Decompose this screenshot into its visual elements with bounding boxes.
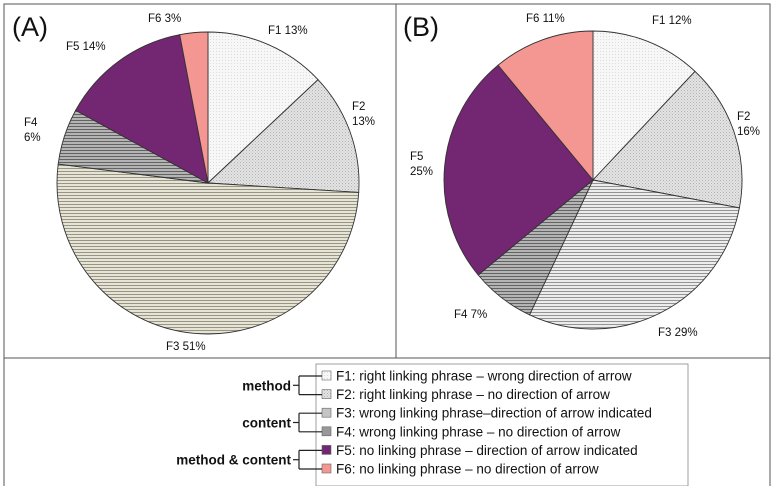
panel-a-label: (A) xyxy=(12,12,48,42)
legend-group-label-1: content xyxy=(242,416,291,431)
legend-item-f1: F1: right linking phrase – wrong directi… xyxy=(336,369,632,384)
pie-b-label-f4: F4 7% xyxy=(454,309,487,321)
pie-b-slice-f3 xyxy=(528,179,740,330)
pie-b-label-f1: F1 12% xyxy=(652,15,692,27)
pie-b-label-f6: F6 11% xyxy=(526,13,565,25)
pie-b-label-f3: F3 29% xyxy=(658,327,698,339)
pie-a-label-f3: F3 51% xyxy=(166,341,206,353)
legend-item-f6: F6: no linking phrase – no direction of … xyxy=(336,462,599,477)
legend-group-label-0: method xyxy=(242,378,291,393)
legend-box xyxy=(315,363,689,486)
legend-swatch-f5 xyxy=(321,445,332,455)
pie-a-slice-f2 xyxy=(206,78,360,193)
legend-swatch-f3 xyxy=(321,407,332,418)
pie-b-label-f5: F5 25% xyxy=(410,151,433,178)
pie-b-label-f2: F2 16% xyxy=(737,111,760,138)
pie-b-slice-f2 xyxy=(592,70,743,209)
legend-item-f4: F4: wrong linking phrase – no direction … xyxy=(336,424,621,439)
pie-a-slice-f5 xyxy=(75,34,209,184)
pie-a-slice-f3 xyxy=(56,163,360,335)
legend-group-label-2: method & content xyxy=(176,453,291,468)
panel-b-label: (B) xyxy=(403,12,439,42)
legend-item-f2: F2: right linking phrase – no direction … xyxy=(336,387,610,402)
pie-b-slice-f5 xyxy=(443,64,594,276)
pie-chart-a: F1 13% F2 13% F3 51% F4 6% F5 14% F6 3% xyxy=(24,13,375,353)
legend-swatch-f2 xyxy=(321,389,332,399)
pie-a-slice-f1 xyxy=(207,31,319,185)
legend-swatch-f4 xyxy=(321,426,332,437)
pie-b-slice-f6 xyxy=(497,30,594,182)
pie-b-slice-f1 xyxy=(592,30,696,182)
pie-chart-b: F1 12% F2 16% F3 29% F4 7% F5 25% F6 11% xyxy=(410,13,760,339)
legend-item-f3: F3: wrong linking phrase–direction of ar… xyxy=(336,406,652,421)
pie-a-label-f6: F6 3% xyxy=(148,13,181,25)
legend-swatch-f1 xyxy=(321,370,332,381)
pie-a-label-f5: F5 14% xyxy=(66,41,106,53)
legend-item-f5: F5: no linking phrase – direction of arr… xyxy=(336,443,638,458)
pie-a-label-f1: F1 13% xyxy=(268,25,308,37)
pie-a-slice-f6 xyxy=(179,31,209,184)
pie-a-label-f4: F4 6% xyxy=(24,117,41,144)
pie-a-label-f2: F2 13% xyxy=(352,101,375,128)
legend: F1: right linking phrase – wrong directi… xyxy=(176,363,689,486)
legend-swatch-f6 xyxy=(321,463,332,474)
